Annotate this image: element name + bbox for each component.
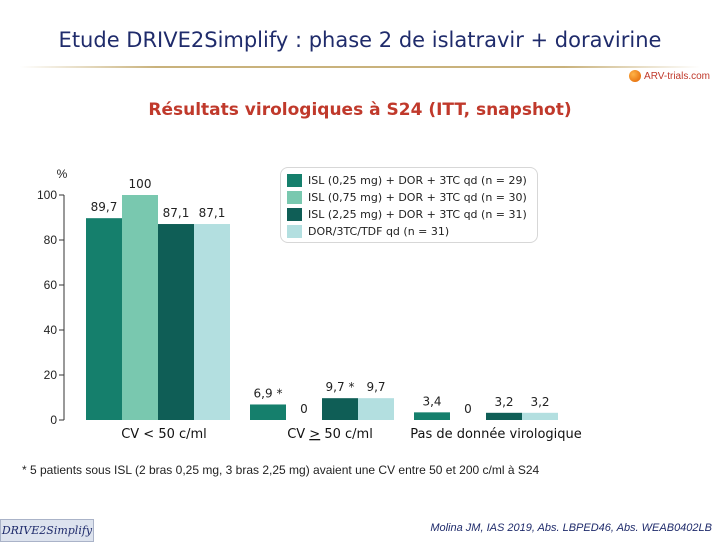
bar xyxy=(322,398,358,420)
legend-item: ISL (2,25 mg) + DOR + 3TC qd (n = 31) xyxy=(287,206,527,222)
category-label: CV < 50 c/ml xyxy=(121,427,207,442)
y-tick-label: 0 xyxy=(50,413,57,427)
data-label: 87,1 xyxy=(163,206,190,220)
legend-swatch xyxy=(287,224,302,238)
y-tick-label: 40 xyxy=(44,323,58,337)
bar xyxy=(414,412,450,420)
bar xyxy=(358,398,394,420)
bar xyxy=(158,224,194,420)
legend-item: ISL (0,25 mg) + DOR + 3TC qd (n = 29) xyxy=(287,172,527,188)
data-label: 3,4 xyxy=(422,394,441,408)
y-tick-label: 20 xyxy=(44,368,58,382)
data-label: 0 xyxy=(300,402,308,416)
data-label: 6,9 * xyxy=(254,386,283,400)
y-tick-label: 60 xyxy=(44,278,58,292)
data-label: 9,7 xyxy=(366,380,385,394)
bar-chart: 0 20 40 60 80 100% 89,7 6,9 * 3,4 100 0 0 87,1 9,7 * 3… xyxy=(37,167,582,442)
study-tag: DRIVE2Simplify xyxy=(0,519,94,542)
legend-label: DOR/3TC/TDF qd (n = 31) xyxy=(308,224,450,238)
site-logo: ARV-trials.com xyxy=(629,70,710,82)
legend-item: ISL (0,75 mg) + DOR + 3TC qd (n = 30) xyxy=(287,189,527,205)
bar xyxy=(194,224,230,420)
data-label: 3,2 xyxy=(530,395,549,409)
bar xyxy=(86,218,122,420)
category-label: Pas de donnée virologique xyxy=(410,427,582,442)
y-tick-label: 80 xyxy=(44,233,58,247)
data-label: 3,2 xyxy=(494,395,513,409)
legend-swatch xyxy=(287,190,302,204)
data-label: 87,1 xyxy=(199,206,226,220)
chart-legend: ISL (0,25 mg) + DOR + 3TC qd (n = 29) IS… xyxy=(280,167,538,243)
footnote: * 5 patients sous ISL (2 bras 0,25 mg, 3… xyxy=(22,463,540,477)
legend-item: DOR/3TC/TDF qd (n = 31) xyxy=(287,223,449,239)
page-title: Etude DRIVE2Simplify : phase 2 de islatr… xyxy=(58,28,662,52)
category-label: CV > 50 c/ml xyxy=(287,427,373,442)
bar xyxy=(486,412,522,420)
data-label: 9,7 * xyxy=(326,380,355,394)
y-axis-label: % xyxy=(57,167,68,181)
chart-subtitle: Résultats virologiques à S24 (ITT, snaps… xyxy=(148,100,572,120)
data-label: 100 xyxy=(129,177,152,191)
legend-swatch xyxy=(287,173,302,187)
logo-icon xyxy=(629,70,642,82)
logo-text: ARV-trials.com xyxy=(644,70,710,82)
y-tick-label: 100 xyxy=(37,188,57,202)
bar xyxy=(250,404,286,420)
legend-swatch xyxy=(287,207,302,221)
legend-label: ISL (2,25 mg) + DOR + 3TC qd (n = 31) xyxy=(308,207,527,221)
bar xyxy=(122,195,158,420)
bar xyxy=(522,412,558,420)
title-divider xyxy=(20,66,700,68)
data-label: 0 xyxy=(464,402,472,416)
data-label: 89,7 xyxy=(91,200,118,214)
legend-label: ISL (0,75 mg) + DOR + 3TC qd (n = 30) xyxy=(308,190,527,204)
legend-label: ISL (0,25 mg) + DOR + 3TC qd (n = 29) xyxy=(308,173,527,187)
reference-citation: Molina JM, IAS 2019, Abs. LBPED46, Abs. … xyxy=(430,522,712,534)
